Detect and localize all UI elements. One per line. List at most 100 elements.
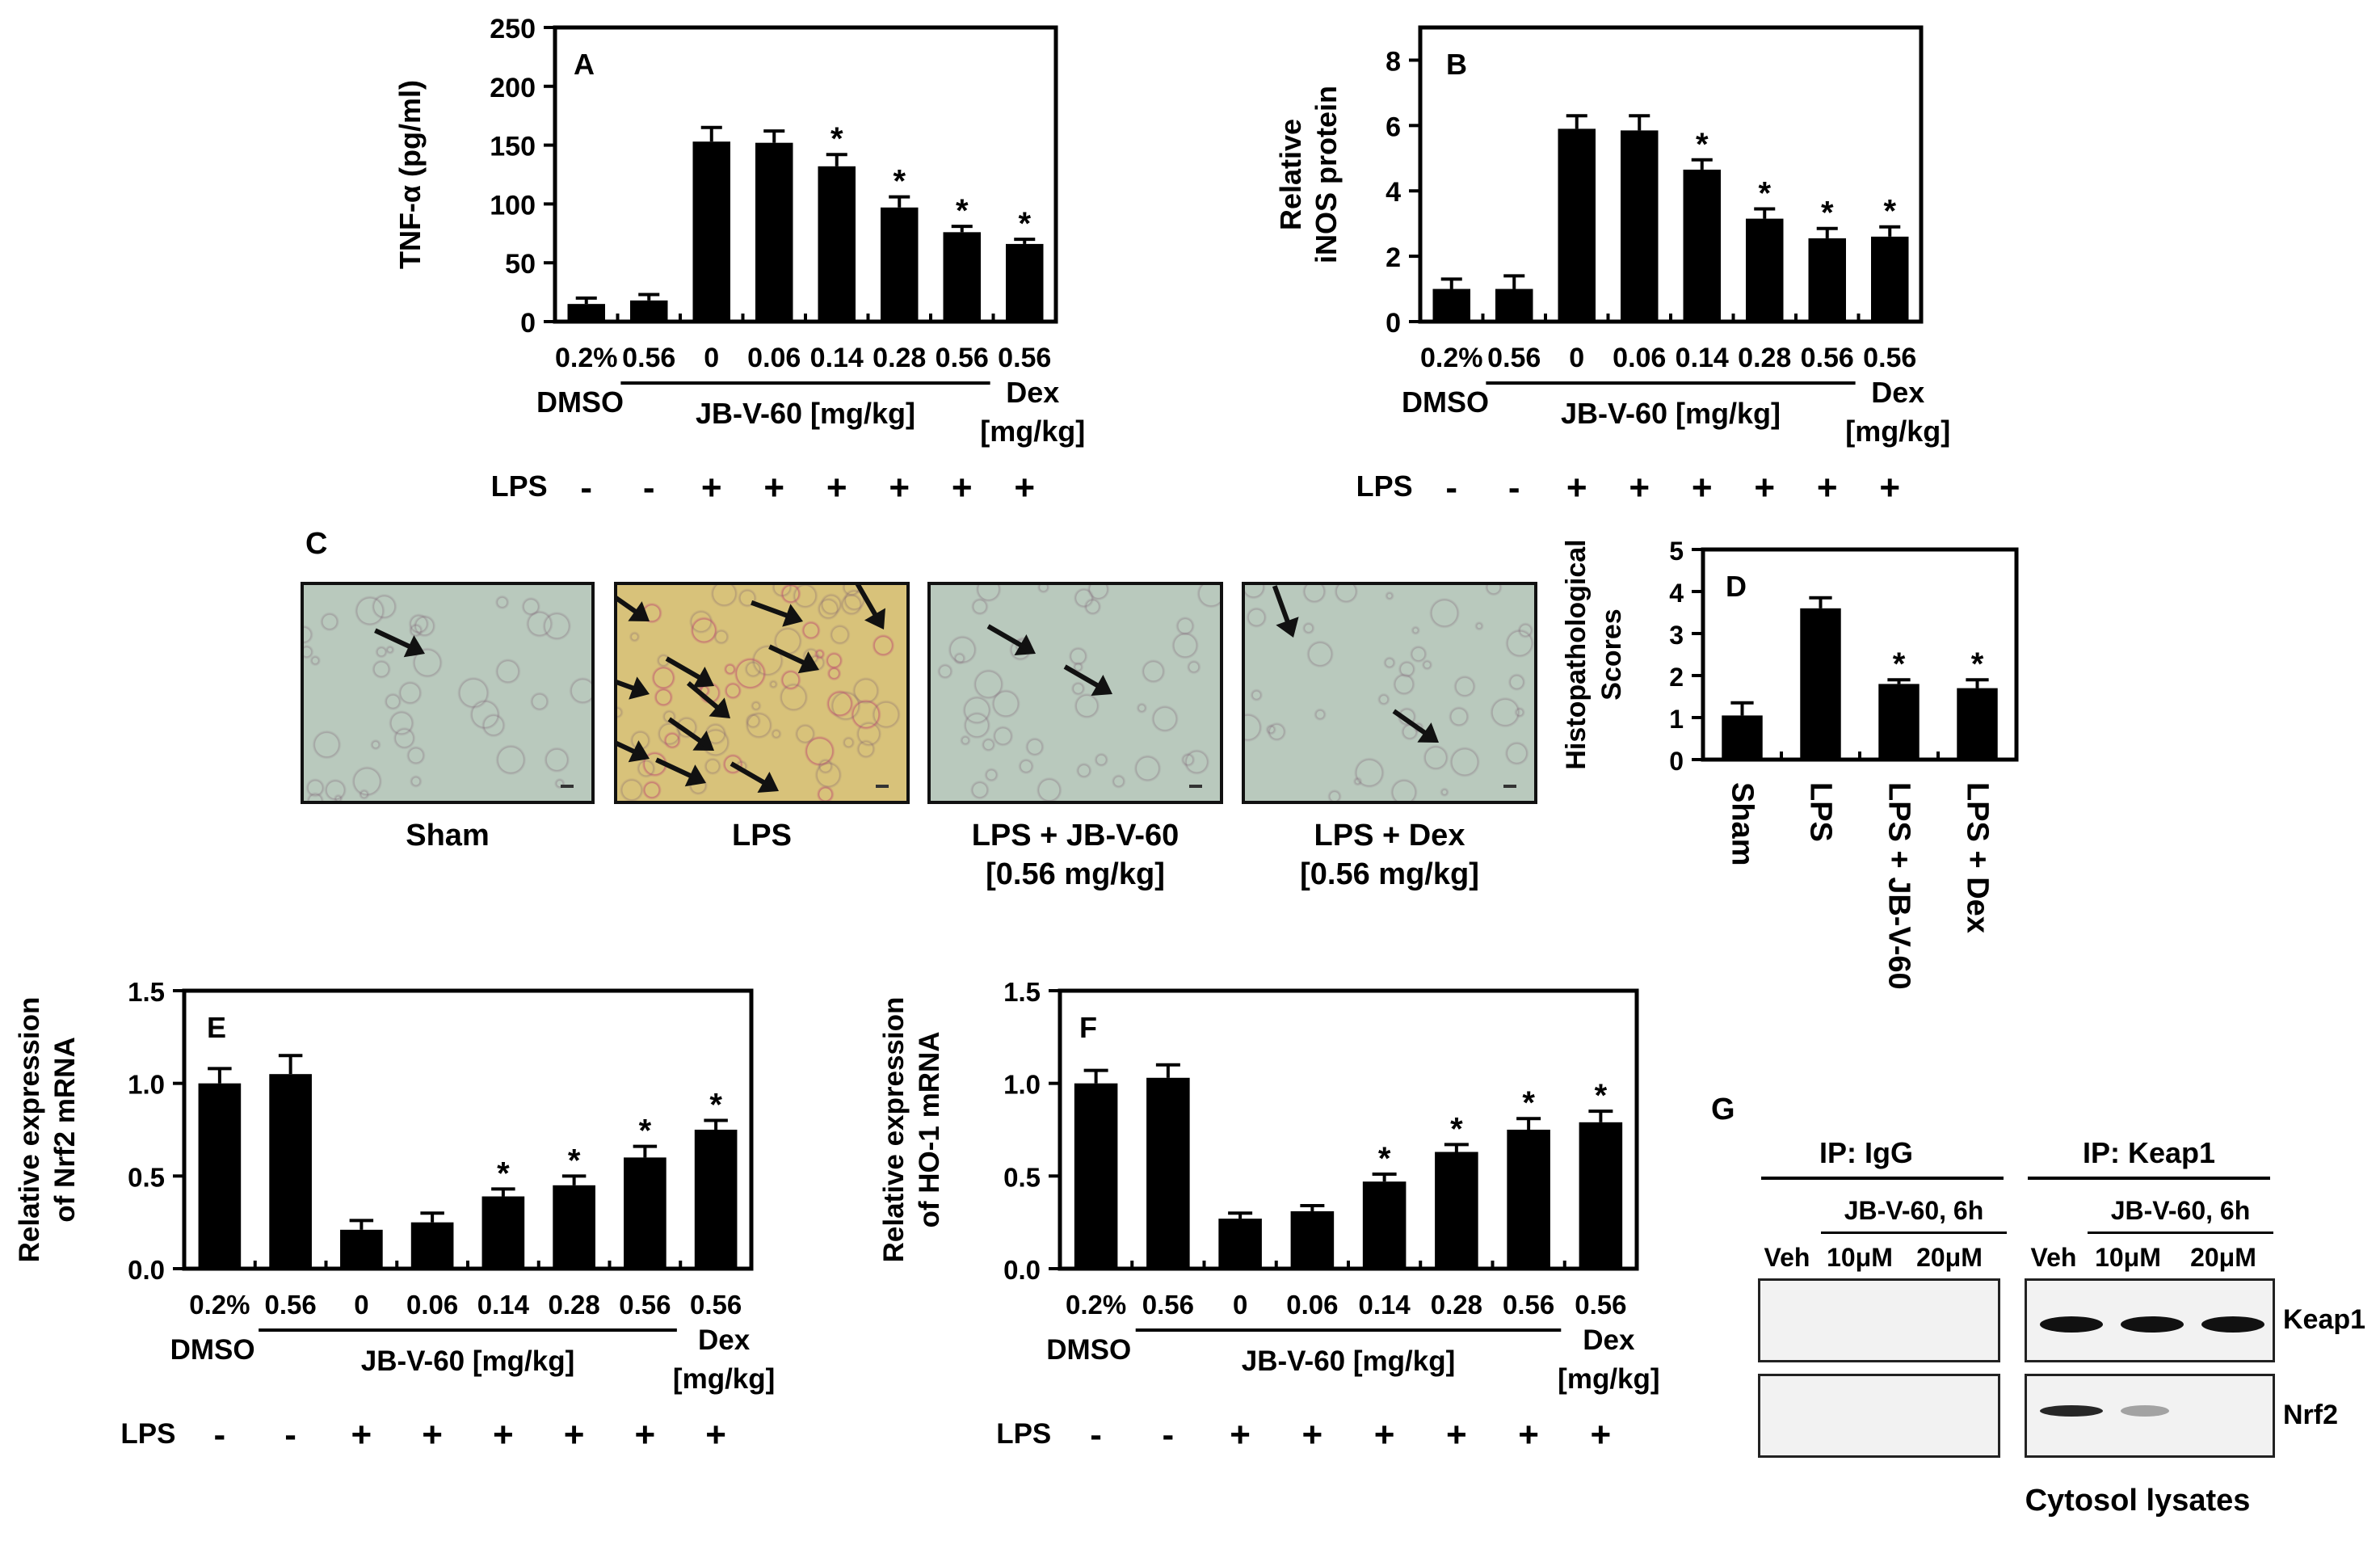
- histology-caption-lps-jbv60: LPS + JB-V-60 [0.56 mg/kg]: [911, 816, 1239, 894]
- chart-e-lps-sign: +: [422, 1415, 443, 1455]
- chart-d-ytick-label: 5: [1669, 537, 1684, 566]
- chart-f-category-label: 0.56: [1575, 1290, 1626, 1320]
- chart-b-category-label: 0.28: [1738, 343, 1791, 373]
- chart-f-group-dex-unit: [mg/kg]: [1558, 1363, 1659, 1395]
- chart-a-lps-sign: +: [952, 468, 973, 507]
- chart-f-lps-sign: +: [1230, 1415, 1251, 1455]
- chart-b-group-dmso: DMSO: [1402, 385, 1489, 419]
- chart-b-bar: [1558, 128, 1596, 322]
- chart-e-significance-star: *: [568, 1143, 581, 1178]
- chart-f-category-label: 0.2%: [1066, 1290, 1126, 1320]
- ip-igg-label: IP: IgG: [1819, 1136, 1913, 1169]
- chart-b-lps-sign: +: [1629, 468, 1650, 507]
- igg-lane-10um: 10μM: [1827, 1243, 1893, 1272]
- blot-row-label-keap1: Keap1: [2283, 1304, 2366, 1335]
- lung-tissue-texture: [304, 585, 591, 801]
- chart-b-panel-letter: B: [1446, 48, 1467, 81]
- chart-d-bar: [1800, 608, 1841, 760]
- blot-keap1-nrf2: [2025, 1374, 2275, 1458]
- chart-a-group-jbv60: JB-V-60 [mg/kg]: [696, 397, 915, 430]
- chart-b-ytick-label: 6: [1386, 112, 1401, 142]
- histology-image-sham: [301, 582, 595, 804]
- chart-b-category-label: 0.06: [1613, 343, 1666, 373]
- chart-e-category-label: 0.2%: [189, 1290, 250, 1320]
- chart-b-bar: [1871, 236, 1909, 322]
- chart-b-category-label: 0.56: [1863, 343, 1916, 373]
- scale-bar: [1189, 785, 1202, 788]
- chart-e-lps-sign: +: [493, 1415, 514, 1455]
- chart-e-significance-star: *: [709, 1088, 722, 1123]
- chart-a-group-dmso: DMSO: [536, 385, 624, 419]
- chart-f-ylabel: Relative expression: [878, 997, 910, 1263]
- chart-e-group-dex: Dex: [698, 1324, 751, 1356]
- chart-b-ytick-label: 2: [1386, 242, 1401, 273]
- chart-a-bar: [881, 207, 919, 322]
- chart-e-group-jbv60: JB-V-60 [mg/kg]: [361, 1345, 575, 1377]
- chart-b-lps-sign: +: [1566, 468, 1587, 507]
- chart-a-lps-sign: +: [889, 468, 910, 507]
- chart-f-lps-label: LPS: [996, 1418, 1051, 1450]
- chart-b-ylabel: Relative: [1274, 119, 1307, 230]
- lung-tissue-texture: [1245, 585, 1534, 801]
- histology-image-lps: [614, 582, 910, 804]
- histology-caption-lps: LPS: [614, 816, 910, 855]
- chart-e-bar: [624, 1157, 666, 1269]
- chart-e-bar: [481, 1196, 525, 1269]
- chart-a-group-dex-unit: [mg/kg]: [980, 415, 1085, 448]
- chart-a-lps-sign: -: [643, 468, 655, 507]
- scale-bar: [1503, 785, 1516, 788]
- blot-keap1-keap1: [2025, 1278, 2275, 1362]
- chart-f-bar: [1074, 1083, 1118, 1269]
- chart-a-ytick-label: 200: [490, 73, 536, 103]
- chart-a-significance-star: *: [1018, 206, 1031, 242]
- chart-f-significance-star: *: [1450, 1111, 1463, 1147]
- chart-d-bar: [1722, 715, 1763, 760]
- chart-f-panel-letter: F: [1079, 1011, 1097, 1044]
- chart-d-bar: [1878, 684, 1920, 760]
- histology-caption-line2: [0.56 mg/kg]: [1300, 857, 1479, 891]
- blot-band: [2121, 1405, 2169, 1417]
- chart-a-category-label: 0.56: [622, 343, 675, 373]
- chart-f-category-label: 0.56: [1503, 1290, 1554, 1320]
- chart-e-group-dex-unit: [mg/kg]: [673, 1363, 775, 1395]
- chart-f-lps-sign: +: [1374, 1415, 1395, 1455]
- chart-e-category-label: 0.14: [477, 1290, 530, 1320]
- histology-caption-line1: LPS + Dex: [1314, 819, 1465, 853]
- chart-a-bar: [692, 141, 730, 322]
- chart-b-category-label: 0: [1569, 343, 1584, 373]
- chart-a-significance-star: *: [830, 121, 843, 157]
- chart-b-significance-star: *: [1883, 194, 1896, 229]
- chart-b-category-label: 0.56: [1487, 343, 1541, 373]
- chart-e-bar: [694, 1130, 738, 1269]
- chart-a-bar: [567, 304, 605, 322]
- chart-f-group-dmso: DMSO: [1046, 1334, 1131, 1366]
- chart-b-category-label: 0.56: [1801, 343, 1854, 373]
- chart-f-category-label: 0.56: [1142, 1290, 1194, 1320]
- keap1-treatment-label: JB-V-60, 6h: [2110, 1196, 2251, 1225]
- chart-f-group-dex: Dex: [1583, 1324, 1635, 1356]
- chart-f-ytick-label: 1.5: [1003, 977, 1041, 1007]
- chart-d-category-label: LPS + Dex: [1961, 782, 1995, 933]
- chart-d-ytick-label: 3: [1669, 621, 1684, 650]
- chart-f-lps-sign: -: [1163, 1415, 1175, 1455]
- chart-a-significance-star: *: [893, 164, 906, 200]
- blot-igg-nrf2: [1758, 1374, 2000, 1458]
- chart-e-lps-sign: +: [351, 1415, 372, 1455]
- chart-d-ytick-label: 4: [1669, 579, 1684, 608]
- chart-f-lps-sign: +: [1446, 1415, 1467, 1455]
- histology-caption-line2: [0.56 mg/kg]: [986, 857, 1165, 891]
- chart-f-significance-star: *: [1378, 1141, 1391, 1177]
- chart-e-lps-sign: -: [284, 1415, 296, 1455]
- igg-lane-20um: 20μM: [1916, 1243, 1983, 1272]
- histology-caption-line1: Sham: [406, 819, 490, 853]
- chart-a-category-label: 0.56: [998, 343, 1051, 373]
- chart-e-category-label: 0.56: [265, 1290, 317, 1320]
- ip-keap1-label: IP: Keap1: [2082, 1136, 2216, 1169]
- chart-b-category-label: 0.2%: [1420, 343, 1483, 373]
- chart-b-ytick-label: 4: [1386, 177, 1401, 208]
- chart-d-ylabel: Scores: [1596, 608, 1627, 700]
- chart-e-bar: [198, 1083, 242, 1269]
- chart-e-bar: [269, 1074, 312, 1269]
- ip-keap1-underline: [2028, 1177, 2270, 1180]
